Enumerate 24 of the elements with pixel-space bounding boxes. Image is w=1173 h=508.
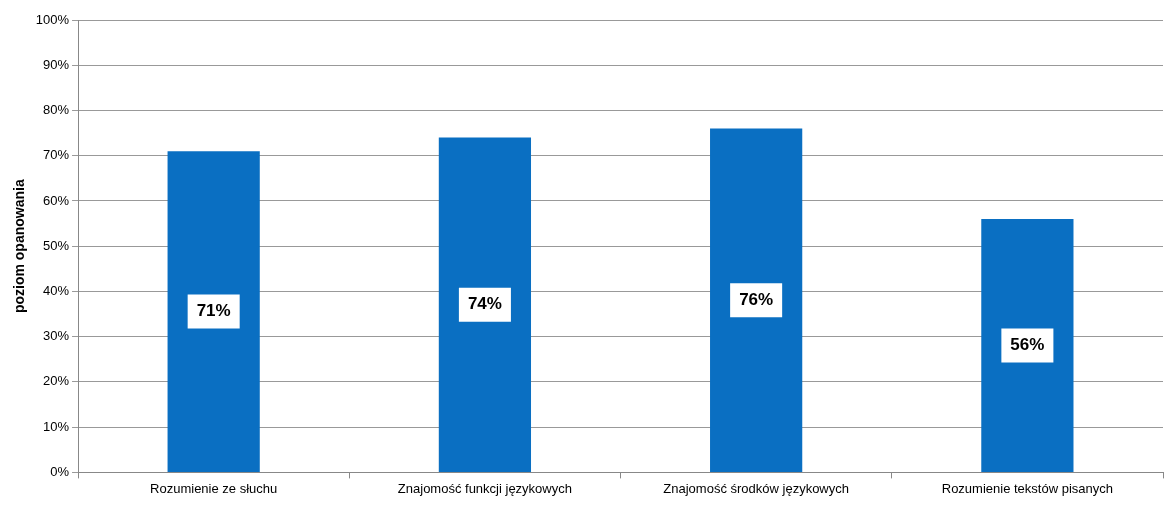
y-tick-label: 100% (35, 11, 70, 27)
x-tick-label: Znajomość funkcji językowych (397, 480, 572, 496)
y-tick-label: 10% (43, 418, 70, 434)
y-tick-label: 50% (43, 237, 70, 253)
bar (438, 137, 532, 472)
y-tick-label: 60% (43, 192, 70, 208)
y-tick-label: 30% (43, 328, 70, 344)
y-tick-label: 70% (43, 147, 70, 163)
y-tick-label: 40% (43, 283, 70, 299)
bar (981, 219, 1074, 472)
y-tick-label: 80% (43, 102, 70, 118)
data-label: 71% (196, 301, 231, 321)
y-tick-label: 0% (50, 463, 70, 479)
data-label: 56% (1010, 335, 1045, 355)
x-tick-label: Znajomość środków językowych (663, 480, 849, 496)
bar (710, 128, 803, 472)
x-tick-label: Rozumienie tekstów pisanych (941, 480, 1114, 496)
y-tick-label: 20% (43, 373, 70, 389)
data-label: 76% (739, 289, 774, 309)
bar (167, 151, 260, 472)
x-tick-label: Rozumienie ze słuchu (150, 480, 278, 496)
y-tick-label: 90% (43, 56, 70, 72)
y-axis-title: poziom opanowania (11, 179, 28, 314)
data-label: 74% (467, 294, 502, 314)
